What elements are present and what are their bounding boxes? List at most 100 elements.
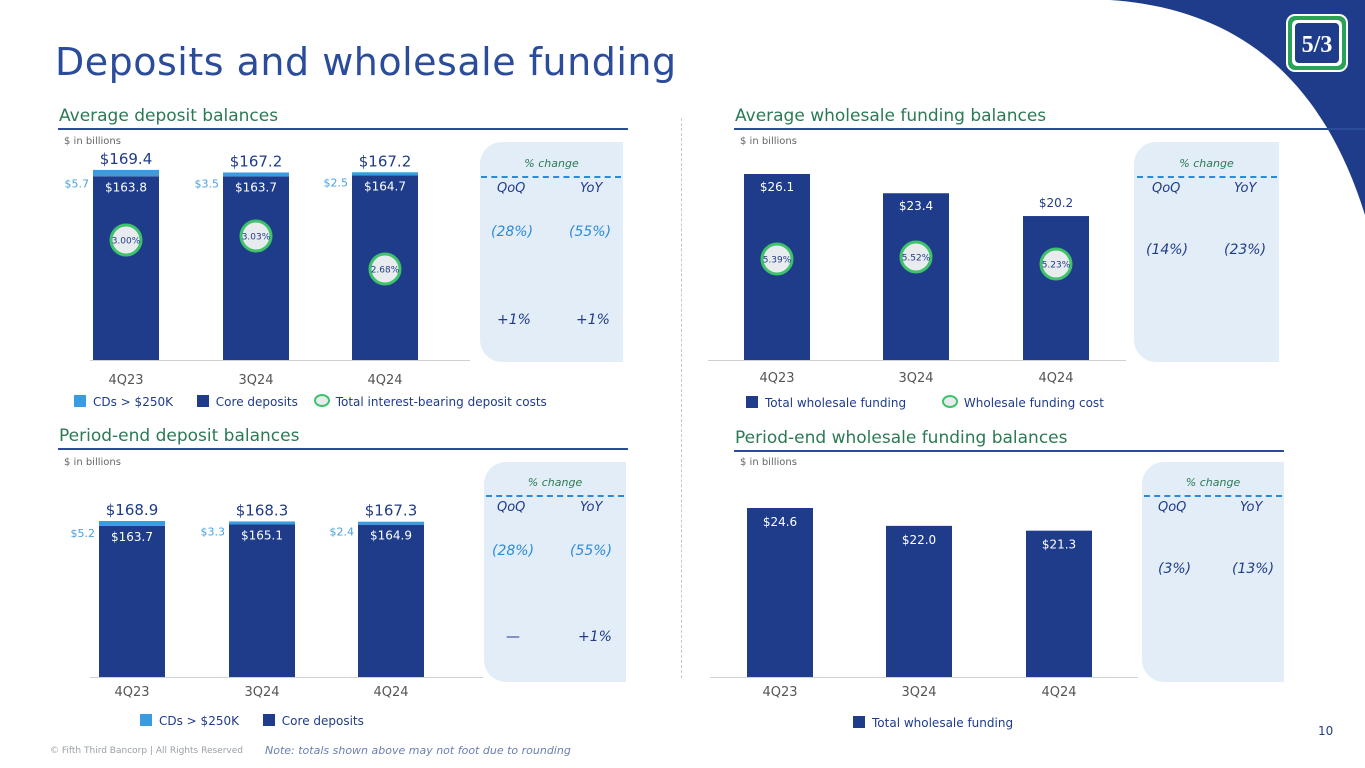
avg_deposit-bar-cds-4Q24	[352, 172, 418, 176]
avg_deposit-label-total-3Q24: $167.2	[230, 152, 283, 170]
avg_deposit-label-total-4Q23: $169.4	[100, 150, 153, 168]
avg_wholesale-bar-4Q24	[1023, 216, 1089, 360]
legend-cds-label: CDs > $250K	[93, 395, 173, 409]
avg_deposit-bar-core-3Q24	[223, 176, 289, 360]
pe_deposit-bar-core-4Q24	[358, 524, 424, 677]
pe-deposit-pct-box	[484, 462, 626, 682]
pe-wholesale-yoy-label: YoY	[1240, 500, 1263, 515]
pe-deposit-qoq-label: QoQ	[497, 500, 526, 515]
fifth-third-logo: 5/3	[1286, 14, 1348, 72]
pe-wholesale-title: Period-end wholesale funding balances	[735, 428, 1068, 448]
pe-wholesale-pct-title: % change	[1185, 476, 1241, 489]
avg_deposit-cost-marker-4Q24	[368, 252, 402, 286]
pe-deposit-pct-title: % change	[527, 476, 583, 489]
pe_wholesale-bar-4Q24	[1026, 530, 1092, 677]
avg-deposit-qoq-label: QoQ	[497, 181, 526, 196]
pe_deposit-tick-3Q24: 3Q24	[244, 685, 279, 700]
avg-wholesale-pct-box	[1134, 142, 1279, 362]
legend-pe-core: Core deposits	[262, 714, 364, 728]
legend-pe-total-label: Total wholesale funding	[872, 716, 1014, 730]
pe-wholesale-rule	[734, 450, 1284, 452]
pe_wholesale-label-4Q24: $21.3	[1042, 538, 1076, 552]
pe_wholesale-bar-4Q23	[747, 508, 813, 677]
avg-deposit-core-yoy: +1%	[576, 312, 610, 328]
pe-wholesale-unit: $ in billions	[740, 457, 797, 468]
pe-wholesale-pct-box	[1142, 462, 1284, 682]
avg_wholesale-cost-marker-4Q24	[1039, 247, 1073, 281]
avg_deposit-bar-core-4Q23	[93, 176, 159, 360]
pe-wholesale-qoq: (3%)	[1158, 561, 1192, 577]
avg_deposit-label-total-4Q24: $167.2	[359, 152, 412, 170]
pe_deposit-tick-4Q24: 4Q24	[373, 685, 408, 700]
avg_wholesale-cost-label-4Q24: 5.23%	[1042, 261, 1071, 271]
pe_deposit-label-total-4Q24: $167.3	[365, 502, 418, 520]
pe_deposit-bar-core-3Q24	[229, 524, 295, 677]
pe_deposit-label-cds-4Q23: $5.2	[71, 527, 96, 540]
svg-text:5/3: 5/3	[1302, 32, 1333, 58]
legend-pe-total: Total wholesale funding	[853, 716, 1013, 730]
avg-deposit-pct-rule	[481, 176, 621, 178]
avg-deposit-yoy-label: YoY	[580, 181, 603, 196]
avg-wholesale-pct-rule	[1137, 176, 1277, 178]
avg_deposit-tick-3Q24: 3Q24	[238, 373, 273, 388]
avg_wholesale-cost-label-3Q24: 5.52%	[902, 254, 931, 264]
avg-wholesale-rule	[734, 128, 1365, 130]
avg_deposit-label-core-4Q23: $163.8	[105, 180, 147, 194]
pe_wholesale-tick-4Q24: 4Q24	[1041, 685, 1076, 700]
avg-deposit-rule	[58, 128, 628, 130]
avg_deposit-label-core-4Q24: $164.7	[364, 179, 406, 193]
pe_deposit-label-total-3Q24: $168.3	[236, 501, 289, 519]
pe_deposit-bar-cds-4Q23	[99, 521, 165, 526]
page-number: 10	[1318, 724, 1334, 738]
rounding-note: Note: totals shown above may not foot du…	[265, 744, 571, 757]
page-title: Deposits and wholesale funding	[55, 40, 677, 84]
legend-pe-core-label: Core deposits	[281, 714, 364, 728]
avg_deposit-cost-marker-4Q23	[109, 223, 143, 257]
legend-pe-cds: CDs > $250K	[140, 714, 239, 728]
avg_deposit-bar-cds-3Q24	[223, 172, 289, 177]
avg_wholesale-cost-marker-3Q24	[899, 240, 933, 274]
pe_deposit-label-total-4Q23: $168.9	[106, 501, 159, 519]
avg_wholesale-cost-label-4Q23: 5.39%	[763, 256, 792, 266]
pe-deposit-core-qoq: —	[506, 629, 520, 645]
avg-wholesale-unit: $ in billions	[740, 136, 797, 147]
avg-wholesale-qoq: (14%)	[1146, 242, 1189, 258]
pe_deposit-label-cds-3Q24: $3.3	[201, 526, 226, 539]
legend-total-label: Total wholesale funding	[765, 396, 907, 410]
pe_wholesale-label-3Q24: $22.0	[902, 533, 936, 547]
avg-deposit-unit: $ in billions	[64, 136, 121, 147]
pe-deposit-title: Period-end deposit balances	[59, 426, 300, 446]
pe-wholesale-qoq-label: QoQ	[1158, 500, 1187, 515]
pe-wholesale-pct-rule	[1144, 495, 1282, 497]
pe_deposit-bar-core-4Q23	[99, 525, 165, 677]
pe_deposit-label-core-4Q24: $164.9	[370, 529, 412, 543]
avg_wholesale-label-4Q23: $26.1	[760, 180, 794, 194]
pe-deposit-yoy-label: YoY	[580, 500, 603, 515]
column-divider	[681, 118, 682, 678]
pe-deposit-rule	[58, 448, 628, 450]
avg-deposit-title: Average deposit balances	[59, 106, 279, 126]
pe-deposit-cds-qoq: (28%)	[492, 543, 535, 559]
pe_wholesale-label-4Q23: $24.6	[763, 515, 797, 529]
pe_deposit-tick-4Q23: 4Q23	[114, 685, 149, 700]
avg_deposit-label-cds-3Q24: $3.5	[195, 177, 220, 190]
avg-wholesale-qoq-label: QoQ	[1152, 181, 1181, 196]
avg_wholesale-label-3Q24: $23.4	[899, 199, 933, 213]
avg_deposit-cost-label-4Q24: 2.68%	[371, 266, 400, 276]
avg_deposit-cost-label-4Q23: 3.00%	[112, 237, 141, 247]
legend-wf-cost-label: Wholesale funding cost	[963, 396, 1104, 410]
copyright-footer: © Fifth Third Bancorp | All Rights Reser…	[50, 746, 243, 756]
avg_wholesale-tick-4Q23: 4Q23	[759, 371, 794, 386]
avg_deposit-cost-label-3Q24: 3.03%	[242, 233, 271, 243]
legend-core: Core deposits	[196, 395, 298, 409]
avg-deposit-core-qoq: +1%	[497, 312, 531, 328]
pe-deposit-unit: $ in billions	[64, 457, 121, 468]
pe_deposit-bar-cds-3Q24	[229, 521, 295, 525]
avg-deposit-cds-qoq: (28%)	[491, 224, 534, 240]
avg_deposit-label-cds-4Q24: $2.5	[324, 176, 349, 189]
legend-cds: CDs > $250K	[74, 395, 173, 409]
